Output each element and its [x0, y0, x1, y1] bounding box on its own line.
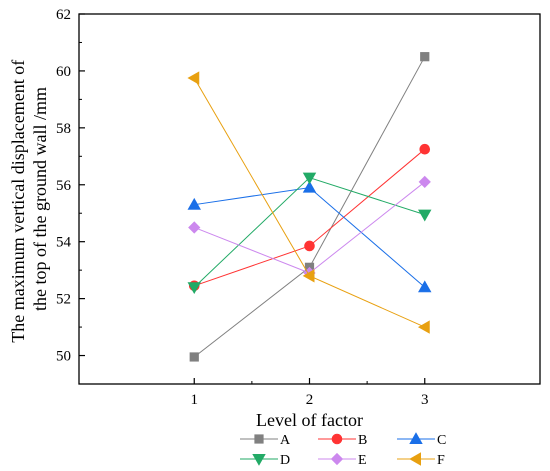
data-point-c — [418, 280, 432, 293]
legend-marker — [330, 452, 344, 466]
legend-marker — [409, 432, 423, 445]
series-f — [187, 71, 430, 334]
x-tick-label: 2 — [306, 392, 314, 408]
data-point-f — [187, 71, 200, 85]
plot-area-frame — [78, 13, 541, 385]
data-point-d — [418, 209, 432, 222]
y-axis-title-line-1: The maximum vertical displacement of — [8, 60, 28, 343]
series-line-f — [193, 77, 425, 328]
data-point-f — [417, 320, 430, 334]
y-axis-title-line-2: the top of the ground wall /mm — [30, 87, 50, 311]
series-c — [187, 180, 432, 293]
legend-marker — [254, 434, 264, 444]
series-b — [188, 143, 431, 292]
y-tick-label: 58 — [56, 121, 71, 137]
y-tick-label: 54 — [56, 235, 72, 251]
series-d — [187, 172, 432, 295]
y-tick-label: 50 — [56, 349, 71, 365]
data-point-a — [189, 352, 199, 362]
legend-item-f: F — [397, 452, 445, 468]
y-axis-title: The maximum vertical displacement of the… — [8, 55, 50, 342]
data-point-e — [188, 221, 201, 234]
x-axis-title: Level of factor — [256, 410, 363, 430]
legend-item-a: A — [240, 433, 291, 448]
legend-label: C — [437, 433, 446, 448]
legend-marker — [331, 433, 343, 445]
x-tick-label: 3 — [421, 392, 429, 408]
y-tick-label: 60 — [56, 64, 71, 80]
legend-label: F — [437, 453, 445, 468]
legend-item-c: C — [397, 432, 446, 448]
data-point-e — [418, 175, 431, 189]
y-tick-label: 62 — [56, 7, 71, 23]
data-point-d — [187, 282, 201, 295]
legend-item-e: E — [318, 452, 367, 468]
data-point-a — [420, 52, 430, 62]
data-point-b — [304, 240, 315, 252]
legend-marker — [252, 453, 266, 466]
data-point-b — [419, 143, 431, 155]
legend-item-d: D — [240, 453, 290, 468]
y-tick-label: 52 — [56, 292, 71, 308]
data-point-d — [302, 172, 317, 185]
data-point-c — [187, 197, 201, 210]
legend: A B C D E F — [240, 432, 446, 468]
x-tick-label: 1 — [191, 392, 199, 408]
data-point-f — [302, 269, 315, 283]
data-point-c — [302, 180, 317, 193]
legend-item-b: B — [318, 433, 367, 448]
legend-label: D — [280, 453, 290, 468]
y-tick-label: 56 — [56, 178, 72, 194]
legend-marker — [409, 452, 422, 466]
legend-label: E — [358, 453, 367, 468]
series-line-e — [194, 181, 426, 274]
legend-label: A — [280, 433, 291, 448]
legend-label: B — [358, 433, 367, 448]
